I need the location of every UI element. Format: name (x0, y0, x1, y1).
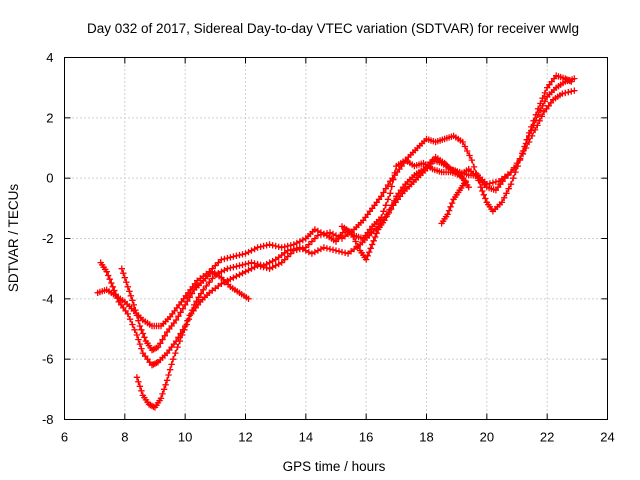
series-markers (118, 265, 252, 354)
y-tick-label: -4 (42, 291, 54, 306)
x-tick-label: 10 (178, 430, 192, 445)
y-axis-label: SDTVAR / TECUs (6, 184, 21, 293)
x-axis-label: GPS time / hours (283, 459, 386, 474)
series-markers (438, 178, 469, 227)
x-tick-label: 6 (61, 430, 68, 445)
x-tick-label: 8 (121, 430, 128, 445)
y-tick-label: -8 (42, 412, 54, 427)
x-tick-label: 22 (540, 430, 554, 445)
y-tick-label: 2 (46, 110, 53, 125)
chart-title: Day 032 of 2017, Sidereal Day-to-day VTE… (87, 21, 579, 36)
x-tick-label: 16 (359, 430, 373, 445)
series-track-6 (438, 178, 469, 227)
y-tick-label: -6 (42, 352, 54, 367)
y-tick-label: 4 (46, 50, 53, 65)
x-tick-label: 18 (419, 430, 433, 445)
series-markers (133, 72, 575, 411)
plot-frame (64, 57, 608, 420)
x-tick-label: 20 (480, 430, 494, 445)
plot-area (94, 72, 578, 411)
series-track-4 (118, 265, 252, 354)
series-track-3 (133, 72, 575, 411)
x-tick-label: 14 (299, 430, 313, 445)
x-tick-label: 12 (238, 430, 252, 445)
series-track-5 (338, 153, 472, 263)
x-tick-label: 24 (600, 430, 614, 445)
y-tick-label: 0 (46, 171, 53, 186)
series-markers (338, 153, 472, 263)
y-tick-label: -2 (42, 231, 54, 246)
